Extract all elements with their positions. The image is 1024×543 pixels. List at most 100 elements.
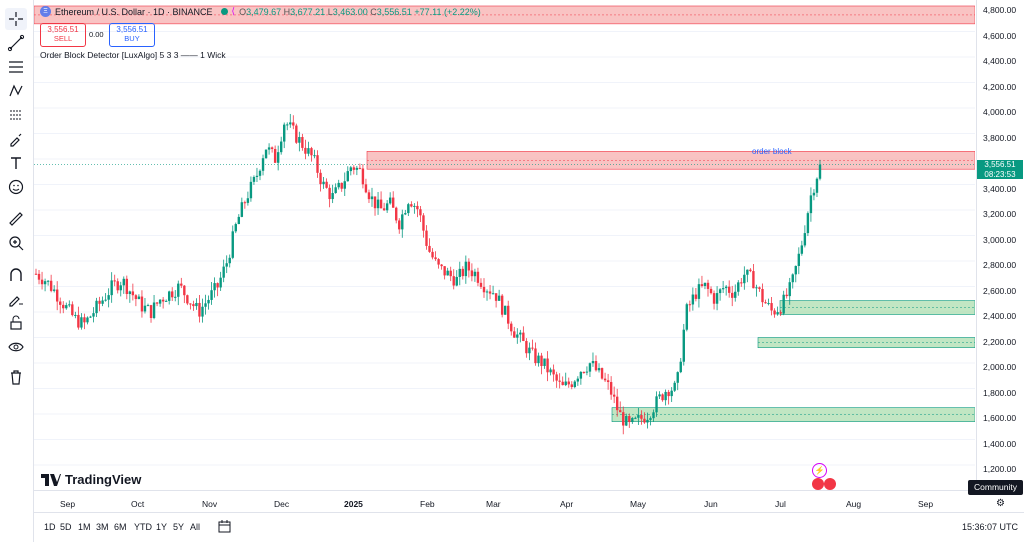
us-flag-event-icon[interactable] — [812, 478, 824, 490]
candle-body — [764, 302, 767, 304]
candle-body — [773, 310, 776, 315]
calendar-icon[interactable] — [218, 520, 231, 538]
candle-body — [503, 305, 507, 315]
candle-body — [346, 171, 349, 182]
time-tick-label: Dec — [274, 499, 290, 509]
candlestick-chart[interactable] — [33, 0, 976, 490]
candle-body — [452, 276, 455, 286]
candle-body — [564, 381, 567, 386]
trend-line-icon[interactable] — [5, 32, 27, 54]
price-tick-label: 2,400.00 — [983, 311, 1017, 321]
eye-icon[interactable] — [5, 336, 27, 358]
fib-retracement-icon[interactable] — [5, 56, 27, 78]
ruler-icon[interactable] — [5, 208, 27, 230]
candle-body — [276, 152, 280, 163]
candle-body — [625, 416, 628, 426]
draw-lock-icon[interactable] — [5, 288, 27, 310]
candle-body — [119, 285, 122, 291]
candle-body — [273, 148, 277, 163]
candle-body — [177, 283, 180, 297]
range-button-5y[interactable]: 5Y — [173, 522, 185, 532]
prediction-icon[interactable] — [5, 104, 27, 126]
tradingview-logo[interactable]: TradingView — [41, 472, 141, 487]
range-button-3m[interactable]: 3M — [96, 522, 109, 532]
candle-body — [697, 284, 701, 299]
candle-body — [125, 278, 129, 295]
candle-body — [279, 141, 283, 153]
candle-body — [358, 167, 362, 169]
share-icon[interactable]: ⟨ — [231, 6, 236, 16]
symbol-title[interactable]: Ethereum / U.S. Dollar · 1D · BINANCE — [55, 6, 213, 17]
candle-body — [171, 291, 174, 298]
candle-body — [167, 291, 171, 301]
candle-body — [682, 329, 685, 362]
time-tick-label: Mar — [486, 499, 501, 509]
trash-icon[interactable] — [5, 366, 27, 388]
range-button-1d[interactable]: 1D — [44, 522, 56, 532]
candle-body — [80, 317, 83, 328]
candle-body — [416, 205, 419, 210]
candle-body — [316, 155, 319, 173]
candle-body — [534, 348, 537, 364]
candle-body — [83, 317, 86, 323]
candle-body — [198, 302, 201, 317]
chart-canvas[interactable] — [33, 0, 976, 490]
candle-body — [122, 278, 125, 286]
candle-body — [549, 369, 552, 373]
candle-body — [37, 273, 41, 280]
indicator-legend[interactable]: Order Block Detector [LuxAlgo] 5 3 3 —— … — [40, 50, 226, 60]
time-axis[interactable]: Sep Oct Nov Dec 2025 Feb Mar Apr May Jun Jul Aug Sep — [34, 490, 975, 513]
lock-icon[interactable] — [5, 312, 27, 334]
zoom-icon[interactable] — [5, 232, 27, 254]
candle-body — [758, 287, 761, 289]
candle-body — [343, 181, 346, 189]
candle-body — [143, 305, 147, 312]
buy-button[interactable]: 3,556.51 BUY — [109, 23, 155, 47]
range-button-all[interactable]: All — [190, 522, 201, 532]
time-tick-label: Sep — [918, 499, 934, 509]
candle-body — [183, 285, 186, 296]
candle-body — [292, 122, 295, 126]
candle-body — [794, 265, 797, 275]
range-button-1y[interactable]: 1Y — [156, 522, 168, 532]
candle-body — [367, 192, 371, 200]
candle-body — [737, 282, 740, 292]
range-button-6m[interactable]: 6M — [114, 522, 127, 532]
candle-body — [670, 390, 673, 397]
candle-body — [334, 187, 337, 194]
community-button[interactable]: Community — [968, 480, 1023, 495]
magnet-icon[interactable] — [5, 264, 27, 286]
lightning-event-icon[interactable]: ⚡ — [812, 463, 827, 478]
price-axis[interactable]: 4,800.00 4,600.00 4,400.00 4,200.00 4,000.00… — [976, 0, 1024, 490]
crosshair-icon[interactable] — [5, 8, 27, 30]
clock-readout[interactable]: 15:36:07 UTC — [961, 522, 1018, 532]
sell-button[interactable]: 3,556.51 SELL — [40, 23, 86, 47]
range-button-1m[interactable]: 1M — [78, 522, 91, 532]
candle-body — [425, 230, 428, 246]
candle-body — [240, 202, 244, 217]
range-button-ytd[interactable]: YTD — [134, 522, 152, 532]
candle-body — [267, 147, 271, 150]
candle-body — [691, 294, 695, 305]
candle-body — [261, 158, 265, 171]
time-tick-label: Oct — [131, 499, 145, 509]
candle-body — [746, 269, 749, 275]
candle-body — [107, 295, 110, 300]
emoji-icon[interactable] — [5, 176, 27, 198]
candle-body — [62, 304, 65, 309]
brush-icon[interactable] — [5, 128, 27, 150]
range-button-5d[interactable]: 5D — [60, 522, 72, 532]
candle-body — [110, 280, 113, 296]
candle-body — [328, 187, 331, 200]
candle-body — [322, 181, 325, 185]
pattern-icon[interactable] — [5, 80, 27, 102]
candle-body — [658, 394, 661, 397]
candle-body — [761, 288, 764, 303]
candle-body — [349, 167, 353, 172]
settings-gear-icon[interactable]: ⚙ — [996, 498, 1005, 509]
us-flag-event-icon[interactable] — [824, 478, 836, 490]
candle-body — [721, 288, 725, 290]
candle-body — [186, 295, 189, 304]
candle-body — [458, 268, 461, 277]
text-icon[interactable] — [5, 152, 27, 174]
